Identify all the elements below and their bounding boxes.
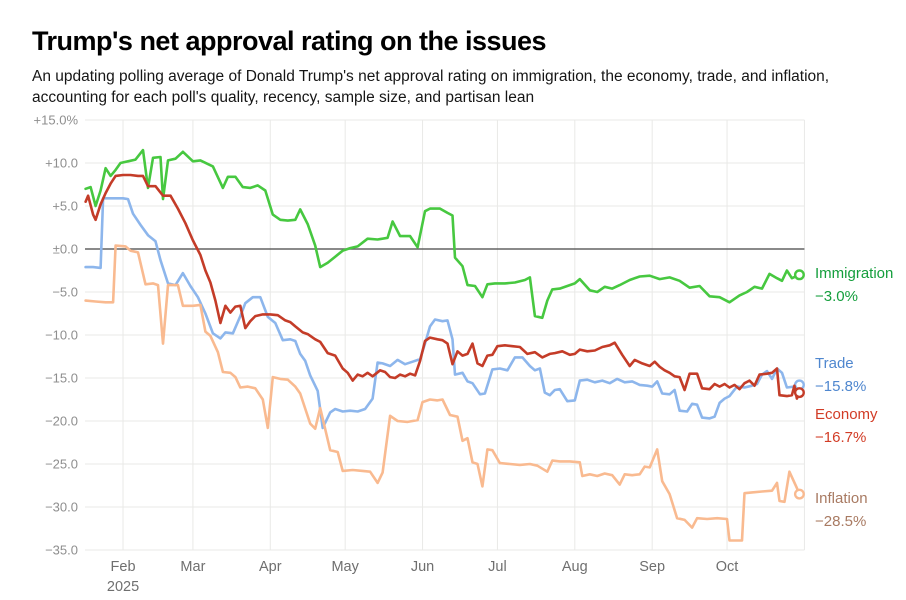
legend-inflation: Inflation −28.5% — [815, 487, 868, 533]
legend-inflation-name: Inflation — [815, 490, 868, 507]
y-axis-label: +15.0% — [34, 113, 79, 128]
x-axis-label: Aug — [562, 559, 588, 575]
page-title: Trump's net approval rating on the issue… — [32, 26, 547, 57]
page-subtitle: An updating polling average of Donald Tr… — [32, 67, 830, 106]
legend-trade-name: Trade — [815, 355, 854, 372]
series-endpoint-economy — [793, 387, 805, 399]
x-axis-label: Jul — [488, 559, 507, 575]
y-axis-label: −10.0 — [45, 328, 78, 343]
x-axis-label: Apr — [259, 559, 282, 575]
series-line-immigration — [84, 148, 801, 320]
legend-inflation-value: −28.5% — [815, 513, 867, 530]
series-endpoint-immigration — [793, 269, 805, 281]
x-axis-label: Oct — [716, 559, 739, 575]
y-axis-label: −20.0 — [45, 414, 78, 429]
legend-economy-value: −16.7% — [815, 429, 867, 446]
legend-trade: Trade −15.8% — [815, 352, 866, 398]
y-axis-label: −25.0 — [45, 457, 78, 472]
legend-economy-name: Economy — [815, 406, 878, 423]
y-axis-label: −5.0 — [52, 285, 78, 300]
legend-immigration-name: Immigration — [815, 265, 894, 282]
series-endpoint-inflation — [793, 488, 805, 500]
x-axis-label: May — [331, 559, 359, 575]
series-line-inflation — [84, 244, 801, 542]
x-axis-label: Feb — [111, 559, 136, 575]
x-axis-year-label: 2025 — [107, 579, 139, 595]
x-axis-label: Jun — [411, 559, 434, 575]
legend-immigration-value: −3.0% — [815, 288, 858, 305]
legend-immigration: Immigration −3.0% — [815, 262, 893, 308]
y-axis-label: ±0.0 — [53, 242, 78, 257]
series-line-trade — [84, 197, 801, 430]
x-axis-label: Sep — [639, 559, 665, 575]
legend-trade-value: −15.8% — [815, 378, 867, 395]
y-axis-label: +5.0 — [52, 199, 78, 214]
legend-economy: Economy −16.7% — [815, 403, 878, 449]
x-axis-label: Mar — [180, 559, 205, 575]
y-axis-label: −15.0 — [45, 371, 78, 386]
y-axis-label: −30.0 — [45, 500, 78, 515]
y-axis-label: −35.0 — [45, 543, 78, 558]
series-line-economy — [84, 173, 801, 400]
y-axis-label: +10.0 — [45, 156, 78, 171]
